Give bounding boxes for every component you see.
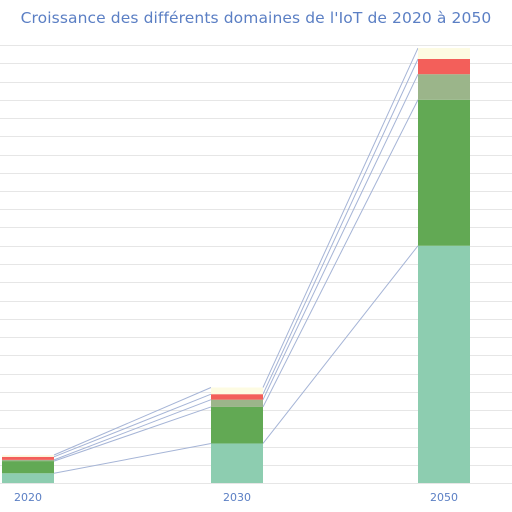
bar-segment (211, 387, 263, 395)
connector-line (53, 393, 212, 458)
connector-line (262, 47, 419, 388)
bar-segment (211, 443, 263, 483)
connector-line (262, 58, 419, 395)
connector-line (53, 406, 212, 462)
bar-segment (211, 399, 263, 407)
connector-line (262, 99, 419, 408)
connector-line (262, 245, 419, 444)
bar-stacks (2, 48, 470, 483)
connector-line (53, 442, 212, 474)
connector-line (53, 399, 212, 461)
bar-segment (418, 58, 470, 75)
bar-segment (418, 99, 470, 246)
bar-segment (2, 455, 54, 457)
bar-segment (211, 394, 263, 400)
x-axis-ticks: 2020 2030 2050 (14, 491, 458, 504)
bar-segment (2, 456, 54, 460)
x-tick-label: 2020 (14, 491, 42, 504)
bar-segment (418, 245, 470, 483)
connector-line (53, 387, 212, 456)
bar-segment (2, 461, 54, 474)
bar-segment (418, 48, 470, 59)
bar-segment (2, 473, 54, 483)
bar-segment (2, 459, 54, 462)
connector-lines (53, 47, 419, 474)
x-tick-label: 2030 (223, 491, 251, 504)
x-tick-label: 2050 (430, 491, 458, 504)
chart-title: Croissance des différents domaines de l'… (20, 9, 492, 27)
connector-line (262, 73, 419, 400)
bar-segment (211, 406, 263, 444)
bar-segment (418, 74, 470, 100)
